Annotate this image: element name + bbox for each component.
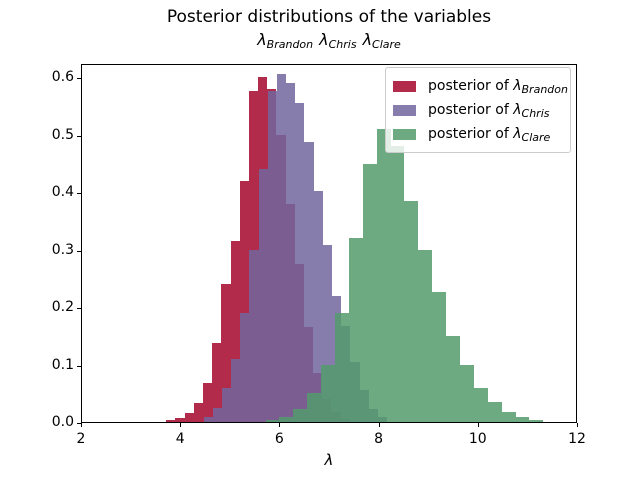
legend-swatch-chris (393, 104, 416, 116)
histogram-bar (286, 83, 295, 422)
lambda-symbol: λ (513, 102, 522, 118)
lambda-symbol: λ (513, 126, 522, 142)
histogram-bar (268, 91, 277, 422)
histogram-bar (349, 238, 363, 422)
title-block: Posterior distributions of the variables… (81, 7, 577, 50)
histogram-bar (432, 292, 446, 422)
histogram-bar (213, 408, 222, 422)
y-tick-label: 0.5 (51, 126, 74, 143)
histogram-bar (474, 388, 488, 422)
subtitle-subscript-brandon: Brandon (266, 38, 314, 51)
histogram-bar (516, 417, 529, 422)
y-tick-label: 0.1 (51, 356, 74, 373)
chart-subtitle: λBrandon λChris λClare (81, 30, 577, 50)
histogram-bar (279, 417, 293, 422)
legend-entry-clare: posterior of λClare (393, 122, 562, 146)
legend-label-brandon: posterior of λBrandon (428, 78, 568, 96)
histogram-bar (203, 383, 212, 422)
legend: posterior of λBrandon posterior of λChri… (385, 67, 571, 153)
y-tick (77, 365, 81, 367)
y-tick-label: 0.0 (51, 414, 74, 430)
histogram-bar (240, 181, 249, 422)
histogram-bar (277, 74, 286, 422)
histogram-bar (266, 420, 279, 422)
y-tick (77, 193, 81, 195)
x-tick (279, 423, 281, 427)
histogram-bar (529, 420, 543, 422)
x-axis-label: λ (324, 451, 334, 469)
histogram-bar (323, 245, 332, 422)
histogram-bar (231, 241, 240, 422)
subtitle-lambda-brandon: λBrandon (257, 30, 314, 51)
subtitle-lambda-chris: λChris (319, 30, 357, 51)
y-tick-label: 0.3 (51, 241, 74, 258)
legend-entry-brandon: posterior of λBrandon (393, 74, 568, 98)
histogram-bar (166, 420, 175, 422)
histogram-bar (231, 359, 240, 422)
x-tick (180, 423, 182, 427)
x-tick-label: 6 (274, 431, 284, 447)
histogram-bar (460, 365, 474, 422)
histogram-bar (185, 413, 194, 422)
lambda-symbol: λ (319, 30, 329, 49)
y-tick (77, 78, 81, 80)
histogram-bar (194, 403, 203, 422)
legend-swatch-brandon (393, 80, 416, 92)
histogram-bar (418, 250, 432, 422)
histogram-bar (335, 313, 349, 422)
histogram-bar (259, 169, 268, 422)
histogram-layer (82, 65, 576, 422)
histogram-bar (391, 146, 404, 422)
histogram-bar (249, 250, 259, 422)
x-tick (577, 423, 578, 427)
x-tick (378, 423, 380, 427)
x-tick-label: 12 (568, 431, 586, 447)
lambda-symbol: λ (257, 30, 267, 49)
y-tick (77, 135, 81, 137)
x-tick-label: 2 (76, 431, 86, 447)
histogram-bar (293, 409, 307, 422)
legend-entry-chris: posterior of λChris (393, 98, 562, 122)
y-tick-label: 0.4 (51, 184, 74, 201)
lambda-symbol: λ (362, 30, 373, 49)
histogram-bar (321, 365, 335, 422)
series-2 (82, 65, 576, 422)
x-tick (81, 423, 82, 427)
subtitle-subscript-chris: Chris (328, 38, 357, 51)
x-tick-label: 4 (175, 431, 185, 447)
histogram-bar (314, 191, 323, 422)
y-tick (77, 423, 81, 424)
lambda-symbol: λ (513, 78, 522, 94)
x-tick (477, 423, 479, 427)
histogram-bar (363, 164, 377, 422)
histogram-bar (204, 417, 213, 422)
legend-label-chris: posterior of λChris (428, 102, 550, 120)
histogram-bar (377, 129, 391, 422)
plot-area: posterior of λBrandon posterior of λChri… (81, 64, 577, 423)
histogram-bar (175, 418, 185, 422)
x-tick-label: 8 (374, 431, 384, 447)
histogram-bar (222, 388, 231, 422)
y-tick (77, 308, 81, 310)
chart-title: Posterior distributions of the variables (166, 7, 492, 27)
histogram-bar (295, 103, 304, 422)
legend-swatch-clare (393, 128, 416, 140)
histogram-bar (221, 284, 231, 422)
histogram-bar (240, 313, 249, 422)
histogram-bar (304, 142, 314, 422)
subtitle-lambda-clare: λClare (362, 30, 401, 51)
legend-label-clare: posterior of λClare (428, 126, 551, 144)
y-tick-label: 0.2 (51, 299, 74, 316)
histogram-bar (446, 336, 460, 422)
y-tick (77, 250, 81, 252)
histogram-bar (212, 343, 221, 422)
histogram-bar (488, 402, 502, 422)
x-tick-label: 10 (468, 431, 487, 447)
histogram-bar (502, 412, 516, 422)
histogram-bar (307, 393, 321, 422)
histogram-bar (404, 201, 418, 422)
subtitle-subscript-clare: Clare (372, 38, 401, 51)
y-tick-label: 0.6 (51, 69, 74, 86)
